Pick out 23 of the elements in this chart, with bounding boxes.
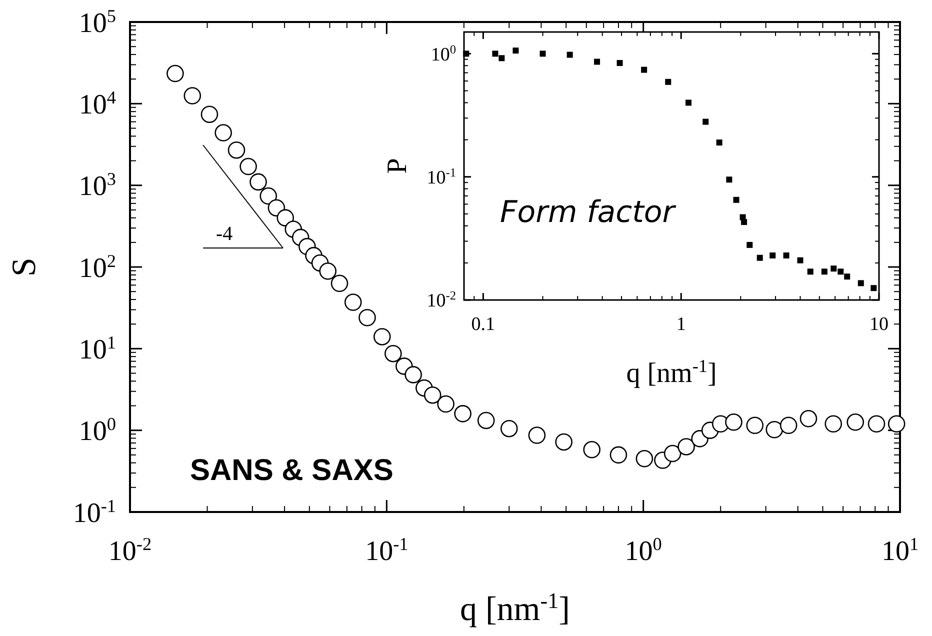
y-axis-title: S — [6, 258, 43, 276]
y-tick-label: 10$^{0}$ — [78, 414, 116, 448]
x-tick-label: 10$^{1}$ — [881, 534, 919, 567]
x-axis-title: q [nm$^{-1}$] — [460, 588, 570, 628]
y-tick-label: 10$^{3}$ — [78, 169, 116, 202]
y-tick-label: 10$^{0}$ — [430, 42, 456, 66]
annotation: Form factor — [500, 195, 676, 230]
x-tick-label: 10$^{0}$ — [624, 534, 662, 567]
annotation: -4 — [216, 223, 233, 245]
x-tick-label: 0.1 — [471, 314, 496, 335]
y-tick-label: 10$^{-2}$ — [426, 288, 456, 312]
x-tick-label: 10$^{-2}$ — [108, 534, 152, 567]
y-tick-label: 10$^{-1}$ — [426, 165, 456, 188]
x-axis-title: q [nm$^{-1}$] — [626, 356, 717, 389]
y-tick-label: 10$^{4}$ — [78, 87, 116, 120]
y-tick-label: 10$^{5}$ — [78, 6, 116, 39]
x-tick-label: 1 — [676, 314, 686, 335]
y-tick-label: 10$^{2}$ — [78, 250, 116, 284]
annotation: SANS & SAXS — [190, 454, 394, 487]
y-axis-title: P — [382, 158, 413, 174]
x-tick-label: 10 — [870, 314, 888, 335]
x-tick-label: 10$^{-1}$ — [365, 534, 408, 567]
y-tick-label: 10$^{-1}$ — [72, 496, 116, 529]
